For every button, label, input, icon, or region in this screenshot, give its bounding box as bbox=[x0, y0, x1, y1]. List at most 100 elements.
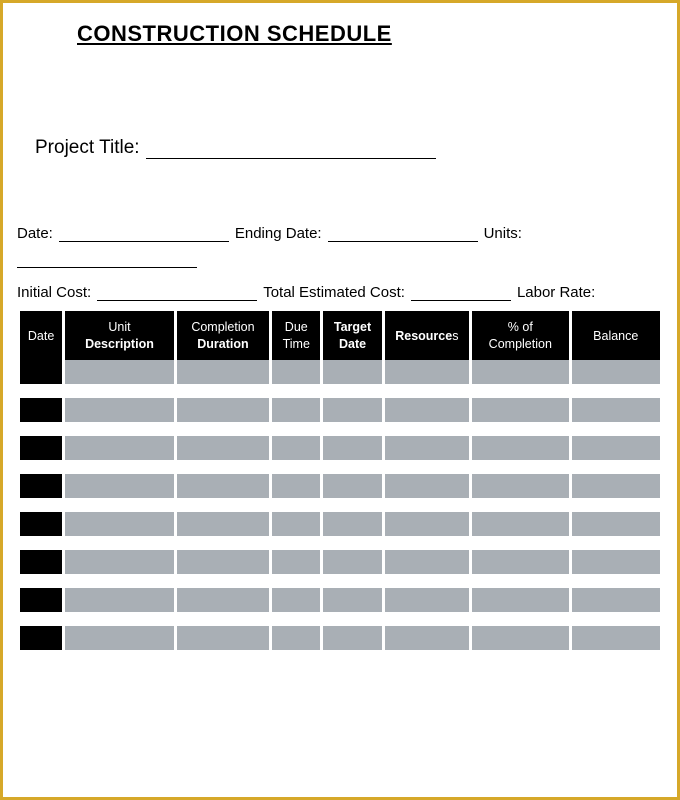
cell-date[interactable] bbox=[20, 398, 62, 422]
cell-res[interactable] bbox=[385, 474, 469, 498]
table-row bbox=[20, 436, 660, 460]
column-header-res: Resources bbox=[385, 311, 469, 360]
cell-bal[interactable] bbox=[572, 512, 660, 536]
cell-unit[interactable] bbox=[65, 436, 174, 460]
table-body bbox=[20, 360, 660, 650]
cell-comp[interactable] bbox=[177, 588, 269, 612]
project-title-field: Project Title: bbox=[35, 137, 663, 159]
cell-date[interactable] bbox=[20, 588, 62, 612]
cell-res[interactable] bbox=[385, 360, 469, 384]
cell-pct[interactable] bbox=[472, 512, 568, 536]
project-title-input-line[interactable] bbox=[146, 140, 436, 159]
cell-unit[interactable] bbox=[65, 512, 174, 536]
cell-bal[interactable] bbox=[572, 588, 660, 612]
cell-target[interactable] bbox=[323, 626, 381, 650]
cell-target[interactable] bbox=[323, 550, 381, 574]
cell-res[interactable] bbox=[385, 626, 469, 650]
date-input-line[interactable] bbox=[59, 223, 229, 242]
cell-unit[interactable] bbox=[65, 626, 174, 650]
cell-target[interactable] bbox=[323, 360, 381, 384]
ending-date-label: Ending Date: bbox=[235, 225, 322, 242]
cell-date[interactable] bbox=[20, 474, 62, 498]
cell-pct[interactable] bbox=[472, 588, 568, 612]
cell-res[interactable] bbox=[385, 398, 469, 422]
row-gap bbox=[20, 384, 660, 398]
cell-pct[interactable] bbox=[472, 474, 568, 498]
row-gap bbox=[20, 612, 660, 626]
cell-res[interactable] bbox=[385, 588, 469, 612]
document-title: CONSTRUCTION SCHEDULE bbox=[77, 21, 663, 47]
column-header-unit: UnitDescription bbox=[65, 311, 174, 360]
cell-bal[interactable] bbox=[572, 436, 660, 460]
cell-unit[interactable] bbox=[65, 398, 174, 422]
cell-due[interactable] bbox=[272, 588, 320, 612]
table-row bbox=[20, 550, 660, 574]
column-header-comp: CompletionDuration bbox=[177, 311, 269, 360]
cell-bal[interactable] bbox=[572, 550, 660, 574]
cell-unit[interactable] bbox=[65, 474, 174, 498]
labor-rate-label: Labor Rate: bbox=[517, 284, 595, 301]
total-estimated-cost-input-line[interactable] bbox=[411, 282, 511, 301]
cell-res[interactable] bbox=[385, 550, 469, 574]
cell-comp[interactable] bbox=[177, 512, 269, 536]
cell-date[interactable] bbox=[20, 436, 62, 460]
cell-target[interactable] bbox=[323, 398, 381, 422]
cell-bal[interactable] bbox=[572, 626, 660, 650]
meta-row-1: Date: Ending Date: Units: bbox=[17, 223, 663, 268]
cell-date[interactable] bbox=[20, 626, 62, 650]
cell-date[interactable] bbox=[20, 512, 62, 536]
cell-res[interactable] bbox=[385, 436, 469, 460]
ending-date-input-line[interactable] bbox=[328, 223, 478, 242]
page-container: CONSTRUCTION SCHEDULE Project Title: Dat… bbox=[0, 0, 680, 800]
units-input-line[interactable] bbox=[17, 252, 197, 268]
initial-cost-label: Initial Cost: bbox=[17, 284, 91, 301]
row-gap bbox=[20, 536, 660, 550]
table-row bbox=[20, 474, 660, 498]
cell-date[interactable] bbox=[20, 550, 62, 574]
table-row bbox=[20, 398, 660, 422]
cell-comp[interactable] bbox=[177, 360, 269, 384]
cell-due[interactable] bbox=[272, 360, 320, 384]
cell-due[interactable] bbox=[272, 512, 320, 536]
cell-target[interactable] bbox=[323, 588, 381, 612]
cell-due[interactable] bbox=[272, 626, 320, 650]
column-header-pct: % ofCompletion bbox=[472, 311, 568, 360]
cell-pct[interactable] bbox=[472, 626, 568, 650]
cell-due[interactable] bbox=[272, 550, 320, 574]
cell-target[interactable] bbox=[323, 512, 381, 536]
column-header-date: Date bbox=[20, 311, 62, 360]
initial-cost-input-line[interactable] bbox=[97, 282, 257, 301]
cell-bal[interactable] bbox=[572, 474, 660, 498]
cell-res[interactable] bbox=[385, 512, 469, 536]
cell-pct[interactable] bbox=[472, 360, 568, 384]
cell-unit[interactable] bbox=[65, 550, 174, 574]
row-gap bbox=[20, 574, 660, 588]
cell-target[interactable] bbox=[323, 436, 381, 460]
column-header-bal: Balance bbox=[572, 311, 660, 360]
cell-bal[interactable] bbox=[572, 398, 660, 422]
cell-pct[interactable] bbox=[472, 436, 568, 460]
row-gap bbox=[20, 422, 660, 436]
cell-comp[interactable] bbox=[177, 474, 269, 498]
project-title-label: Project Title: bbox=[35, 137, 140, 159]
cell-due[interactable] bbox=[272, 436, 320, 460]
cell-target[interactable] bbox=[323, 474, 381, 498]
column-header-due: DueTime bbox=[272, 311, 320, 360]
cell-unit[interactable] bbox=[65, 360, 174, 384]
cell-unit[interactable] bbox=[65, 588, 174, 612]
meta-row-2: Initial Cost: Total Estimated Cost: Labo… bbox=[17, 282, 663, 301]
cell-comp[interactable] bbox=[177, 626, 269, 650]
cell-comp[interactable] bbox=[177, 436, 269, 460]
schedule-table: DateUnitDescriptionCompletionDurationDue… bbox=[17, 311, 663, 650]
cell-date[interactable] bbox=[20, 360, 62, 384]
cell-due[interactable] bbox=[272, 474, 320, 498]
table-row bbox=[20, 360, 660, 384]
cell-pct[interactable] bbox=[472, 550, 568, 574]
cell-pct[interactable] bbox=[472, 398, 568, 422]
cell-bal[interactable] bbox=[572, 360, 660, 384]
date-label: Date: bbox=[17, 225, 53, 242]
cell-comp[interactable] bbox=[177, 398, 269, 422]
cell-comp[interactable] bbox=[177, 550, 269, 574]
table-row bbox=[20, 626, 660, 650]
cell-due[interactable] bbox=[272, 398, 320, 422]
